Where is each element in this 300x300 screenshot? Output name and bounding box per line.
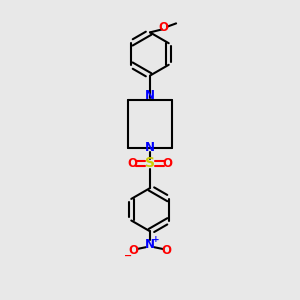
Text: O: O (161, 244, 172, 257)
Text: −: − (124, 251, 132, 261)
Text: S: S (145, 156, 155, 170)
Text: N: N (145, 88, 155, 102)
Text: N: N (145, 141, 155, 154)
Text: O: O (158, 21, 169, 34)
Text: O: O (128, 244, 139, 257)
Text: O: O (162, 157, 172, 170)
Text: N: N (145, 238, 155, 251)
Text: +: + (152, 235, 159, 244)
Text: O: O (128, 157, 138, 170)
